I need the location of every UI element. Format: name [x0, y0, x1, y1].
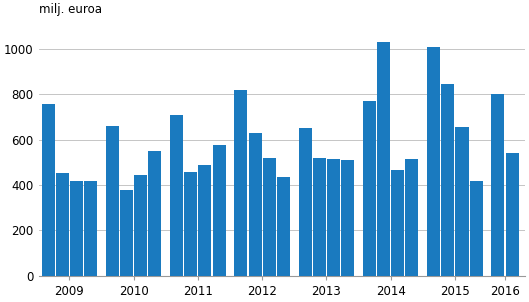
Text: milj. euroa: milj. euroa: [39, 4, 102, 17]
Bar: [120, 190, 133, 276]
Bar: [184, 172, 197, 276]
Bar: [313, 158, 326, 276]
Bar: [506, 153, 518, 276]
Bar: [298, 128, 312, 276]
Bar: [441, 84, 454, 276]
Bar: [327, 159, 340, 276]
Bar: [491, 95, 505, 276]
Bar: [213, 146, 226, 276]
Bar: [198, 165, 212, 276]
Bar: [455, 127, 469, 276]
Bar: [391, 170, 404, 276]
Bar: [106, 126, 119, 276]
Bar: [249, 133, 261, 276]
Bar: [341, 160, 354, 276]
Bar: [363, 101, 376, 276]
Bar: [134, 175, 147, 276]
Bar: [84, 181, 97, 276]
Bar: [263, 158, 276, 276]
Bar: [377, 42, 390, 276]
Bar: [277, 177, 290, 276]
Bar: [56, 173, 69, 276]
Bar: [234, 90, 248, 276]
Bar: [470, 181, 482, 276]
Bar: [170, 115, 183, 276]
Bar: [427, 47, 440, 276]
Bar: [70, 181, 83, 276]
Bar: [42, 104, 54, 276]
Bar: [405, 159, 418, 276]
Bar: [148, 151, 161, 276]
